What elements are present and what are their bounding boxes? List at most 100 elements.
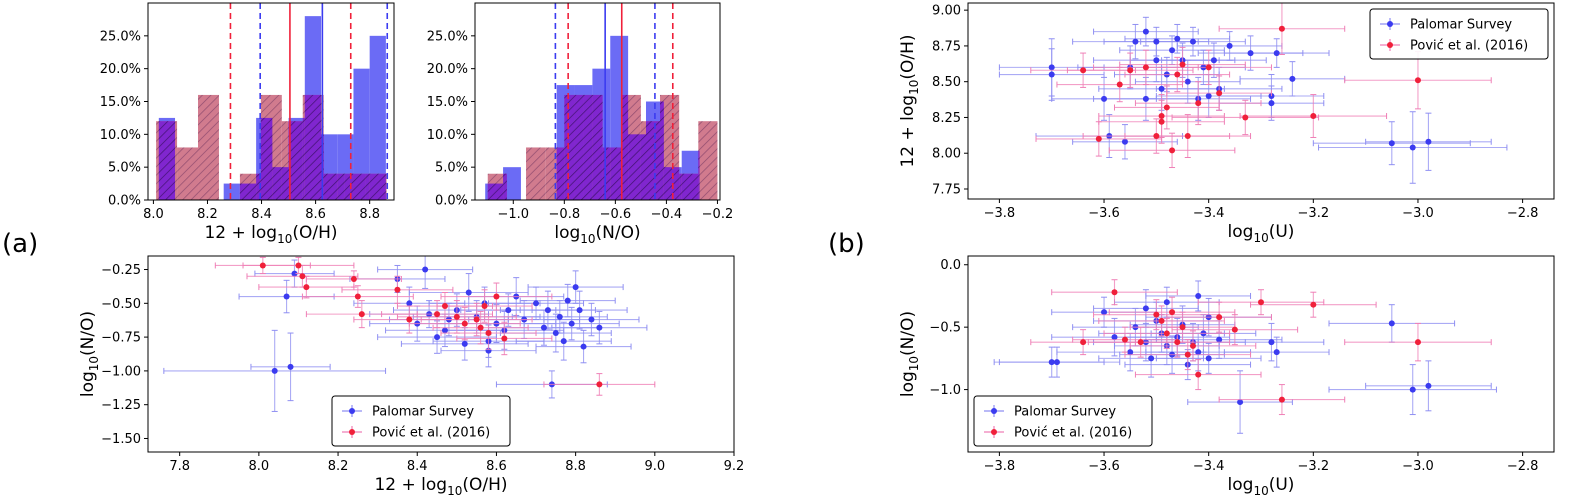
histogram-overlap [281,167,289,200]
legend-label: Pović et al. (2016) [1014,426,1132,441]
data-point [580,343,587,350]
y-tick-label: 20.0% [427,62,468,77]
data-point [1142,28,1149,35]
legend: Palomar Survey Pović et al. (2016) [973,395,1153,447]
data-point [1169,147,1176,154]
axis-label: log10(N/O) [554,223,640,246]
y-tick-label: −0.5 [929,321,961,336]
legend: Palomar Survey Pović et al. (2016) [1369,8,1549,60]
data-point [465,289,472,296]
plot-area [998,3,1508,184]
data-point [406,300,413,307]
data-point [1053,359,1060,366]
data-point [1216,90,1223,97]
histogram-bar-povic [526,147,546,200]
data-point [501,335,508,342]
histogram-overlap [337,173,345,200]
series-povic [1030,279,1492,416]
x-tick-label: −2.8 [1507,206,1539,221]
x-tick-label: 9.0 [644,459,665,474]
x-tick-label: −3.0 [1402,459,1434,474]
panel-label-a: (a) [2,229,38,259]
x-tick-label: 8.2 [197,207,218,222]
data-point [1158,118,1165,125]
histogram-overlap [353,173,366,200]
data-point [481,303,488,310]
data-point [1148,355,1155,362]
histogram-overlap [610,147,622,200]
data-point [1409,144,1416,151]
histogram-overlap [698,150,700,200]
histogram-overlap [323,173,338,200]
data-point [1414,77,1421,84]
x-tick-label: −3.4 [1193,459,1225,474]
axes-frame [967,2,1555,200]
legend-label: Pović et al. (2016) [372,426,490,441]
y-tick-label: −0.50 [101,297,141,312]
data-point [1247,50,1254,57]
axes-frame [967,255,1555,453]
histogram-overlap [158,121,176,200]
data-point [350,275,357,282]
y-tick-label: −1.50 [101,432,141,447]
data-point [1205,64,1212,71]
data-point [1121,336,1128,343]
data-point [453,313,460,320]
axis-label: log10(N/O) [78,311,101,397]
data-point [1080,67,1087,74]
data-point [441,303,448,310]
data-point [434,311,441,318]
data-point [354,293,361,300]
axis-label: 12 + log10(O/H) [204,223,337,246]
data-point [283,293,290,300]
histogram-overlap [640,134,646,200]
data-point [1388,320,1395,327]
data-point [394,286,401,293]
data-point [588,316,595,323]
x-tick-label: −3.8 [984,206,1016,221]
data-point [1289,75,1296,82]
data-point [1189,342,1196,349]
axis-label: 12 + log10(O/H) [898,34,921,167]
legend-marker [991,429,997,435]
x-tick-label: −1.0 [497,207,529,222]
data-point [1048,64,1055,71]
data-point [1278,25,1285,32]
data-point [1174,35,1181,42]
plot-area [993,279,1497,434]
data-point [1226,42,1233,49]
data-point [1116,81,1123,88]
data-point [1153,311,1160,318]
scatter-u-vs-oh: −3.8 −3.6 −3.4 −3.2 −3.0 −2.8 7.75 8.00 8.25 8.50… [898,2,1555,245]
histogram-overlap [564,94,575,200]
y-tick-label: 25.0% [427,29,468,44]
histogram-bar-palomar [369,35,386,200]
histogram-oxygen-abundance: 8.0 8.2 8.4 8.6 8.8 0.0% 5.0% 10.0% 15.0% 20.0% 25… [100,2,395,246]
histogram-overlap [239,183,257,200]
data-point [1184,133,1191,140]
data-point [441,327,448,334]
data-point [1205,92,1212,99]
data-point [271,367,278,374]
x-tick-label: −3.6 [1088,206,1120,221]
data-point [1158,317,1165,324]
legend-box [331,395,511,447]
data-point [1169,309,1176,316]
axis-label: 12 + log10(O/H) [374,475,507,498]
y-tick-label: 8.00 [932,147,961,162]
data-point [572,284,579,291]
x-tick-label: −0.6 [600,207,632,222]
y-tick-label: 0.0 [940,258,961,273]
data-point [1111,334,1118,341]
y-tick-label: 20.0% [100,62,141,77]
x-tick-label: 8.0 [249,459,270,474]
plot-area [163,256,656,412]
plot-area [485,3,718,200]
x-tick-label: 8.4 [251,207,272,222]
legend-marker [349,408,355,414]
legend-label: Palomar Survey [372,405,474,420]
histogram-overlap [369,173,386,200]
histogram-overlap [288,121,303,200]
data-point [1409,386,1416,393]
y-tick-label: 10.0% [100,128,141,143]
